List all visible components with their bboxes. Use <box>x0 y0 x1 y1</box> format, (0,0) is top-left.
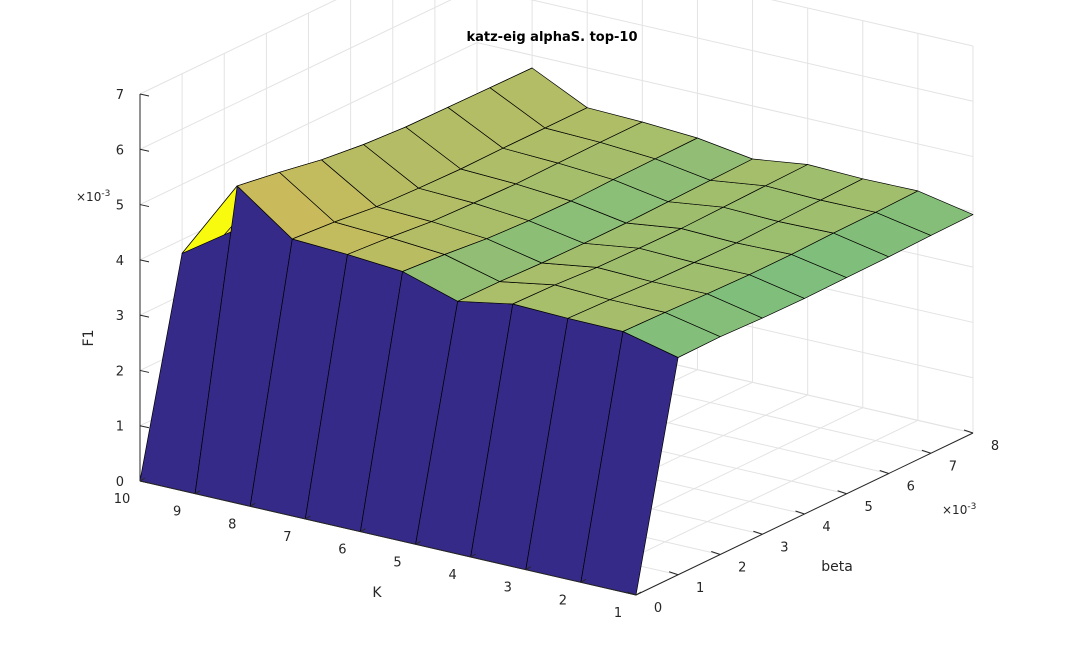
k-tick-label: 2 <box>559 593 567 608</box>
z-tick <box>139 204 150 208</box>
z-tick <box>139 480 150 484</box>
x-exponent-base: ×10 <box>942 503 967 517</box>
k-tick <box>525 566 532 571</box>
back-wall-grid-line <box>139 0 452 150</box>
back-wall-grid-line <box>139 42 478 206</box>
beta-tick <box>921 449 932 454</box>
k-tick <box>305 515 311 520</box>
z-tick-label: 6 <box>116 143 124 158</box>
beta-tick <box>753 530 763 535</box>
k-tick <box>470 553 476 558</box>
z-tick-label: 7 <box>116 88 124 103</box>
k-axis-line <box>139 480 637 596</box>
beta-tick-label: 1 <box>696 581 704 596</box>
beta-tick-label: 8 <box>991 439 999 454</box>
beta-tick <box>837 490 847 495</box>
k-tick <box>580 578 587 583</box>
beta-tick <box>668 571 679 576</box>
x-exponent-power: -3 <box>967 502 976 512</box>
surface-patch <box>875 190 974 236</box>
beta-tick <box>626 591 637 596</box>
k-tick-label: 10 <box>114 492 131 507</box>
beta-tick-label: 5 <box>864 500 872 515</box>
k-tick <box>635 591 642 596</box>
side-wall-grid-line <box>770 0 974 47</box>
k-tick-label: 5 <box>393 555 401 570</box>
beta-tick <box>963 429 974 434</box>
z-exponent-label: ×10-3 <box>76 189 110 204</box>
z-tick-label: 5 <box>116 199 124 214</box>
k-tick-label: 7 <box>283 530 291 545</box>
k-tick <box>249 502 256 507</box>
side-wall-grid-line <box>476 42 974 158</box>
k-tick-label: 3 <box>504 581 512 596</box>
z-tick <box>139 259 150 263</box>
beta-tick-label: 2 <box>738 561 746 576</box>
z-tick <box>139 425 150 429</box>
chart-title: katz-eig alphaS. top-10 <box>466 30 637 45</box>
beta-tick-label: 6 <box>907 480 915 495</box>
x-exponent-label: ×10-3 <box>942 502 976 517</box>
z-exponent-power: -3 <box>101 189 110 199</box>
x-axis-label: beta <box>821 559 853 575</box>
beta-tick <box>795 510 805 515</box>
z-axis-label: F1 <box>81 330 97 347</box>
k-tick <box>415 540 421 545</box>
z-tick <box>139 93 150 97</box>
k-tick-label: 6 <box>338 543 346 558</box>
beta-tick <box>711 551 721 555</box>
k-tick-label: 8 <box>228 517 236 532</box>
beta-tick-label: 7 <box>949 459 957 474</box>
z-tick <box>139 369 150 373</box>
y-axis-label: K <box>372 585 382 601</box>
beta-tick-label: 0 <box>654 601 662 616</box>
k-tick-label: 4 <box>449 568 457 583</box>
beta-tick-label: 4 <box>822 520 830 535</box>
beta-tick <box>879 470 889 474</box>
k-tick <box>360 528 366 533</box>
z-tick <box>139 314 150 318</box>
surface-layer <box>139 67 974 596</box>
back-wall-grid-line <box>139 0 337 95</box>
z-tick <box>139 148 150 152</box>
z-tick-label: 1 <box>116 420 124 435</box>
k-tick <box>194 490 201 495</box>
z-tick-label: 3 <box>116 309 124 324</box>
z-tick-label: 0 <box>116 475 124 490</box>
z-exponent-base: ×10 <box>76 190 101 204</box>
beta-tick-label: 3 <box>780 540 788 555</box>
label-layer: katz-eig alphaS. top-10 F1 K beta ×10-3 … <box>76 30 976 601</box>
side-wall-grid-line <box>530 0 974 102</box>
k-tick <box>139 477 146 482</box>
axis-layer: 0 1 2 3 4 5 6 7 1 2 3 4 5 6 7 8 9 10 0 1 2 3 4 5 6 7 8 <box>114 88 999 621</box>
z-tick-label: 2 <box>116 364 124 379</box>
k-tick-label: 1 <box>614 606 622 621</box>
z-tick-label: 4 <box>116 254 124 269</box>
k-tick-label: 9 <box>173 505 181 520</box>
